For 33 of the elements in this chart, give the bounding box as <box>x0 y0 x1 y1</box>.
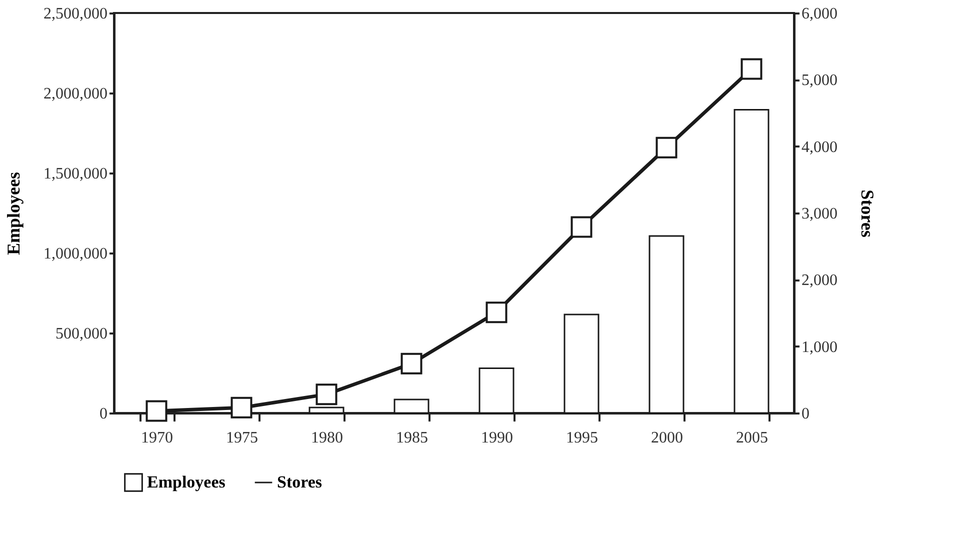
point <box>400 352 422 374</box>
x-tick-label: 1980 <box>311 430 343 446</box>
x-tick-label: 1975 <box>226 430 258 446</box>
y-tick-label: 2,000,000 <box>44 86 108 102</box>
y2-tick-label: 2,000 <box>802 272 838 290</box>
y-tick-label: 1,000,000 <box>44 246 108 262</box>
y-tick-label: 500,000 <box>56 326 108 342</box>
y-axis-title: Employees <box>4 172 24 255</box>
x-tick-label: 2000 <box>651 430 683 446</box>
legend-label: Stores <box>277 472 322 492</box>
point <box>656 136 678 158</box>
x-tick-label: 1970 <box>141 430 173 446</box>
y2-tick-label: 6,000 <box>802 6 838 22</box>
y2-tick-label: 5,000 <box>802 72 838 90</box>
x-tick-label: 2005 <box>736 430 768 446</box>
x-tick-label: 1990 <box>481 430 513 446</box>
point <box>486 302 508 324</box>
y-tick-label: 1,500,000 <box>44 166 108 182</box>
point <box>740 58 762 80</box>
x-tick-label: 1985 <box>396 430 428 446</box>
point <box>146 400 168 422</box>
point <box>230 396 252 418</box>
y-tick-label: 0 <box>100 406 108 422</box>
point <box>316 384 338 406</box>
y-tick-label: 2,500,000 <box>44 6 108 22</box>
y2-tick-label: 4,000 <box>802 138 838 156</box>
legend-label: Employees <box>147 472 226 492</box>
y2-tick-label: 3,000 <box>802 206 838 222</box>
y2-tick-label: 1,000 <box>802 338 838 356</box>
y2-tick-label: 0 <box>802 406 810 422</box>
point <box>570 216 592 238</box>
x-tick-label: 1995 <box>566 430 598 446</box>
y2-axis-title: Stores <box>858 190 878 238</box>
